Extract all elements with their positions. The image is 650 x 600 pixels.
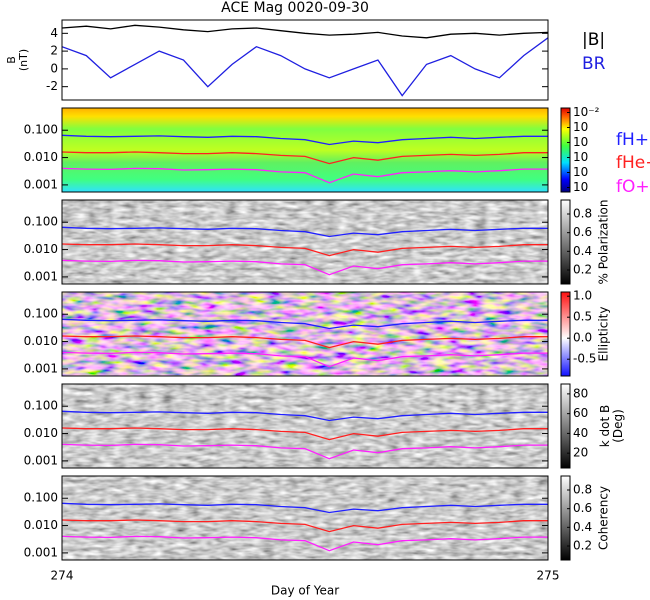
series-line [62, 535, 548, 552]
spectrogram-background [62, 200, 548, 284]
colorbar [560, 291, 571, 377]
y-tick-label: 4 [50, 26, 58, 40]
colorbar-tick-label: 1.0 [573, 289, 592, 303]
colorbar-tick-label: 0.8 [573, 207, 592, 221]
series-line [62, 427, 548, 441]
series-line [62, 37, 548, 97]
y-tick-label: 0.010 [24, 242, 58, 256]
legend-label: fH+ [616, 130, 649, 150]
colorbar-tick-label: 10 [573, 135, 588, 149]
colorbar-tick-label: 0.0 [573, 331, 592, 345]
y-tick-label: 0.010 [24, 426, 58, 440]
y-tick-label: 2 [50, 44, 58, 58]
x-tick-label: 274 [51, 569, 74, 583]
y-tick-label: 0.100 [24, 123, 58, 137]
y-tick-label: 0.001 [24, 545, 58, 559]
y-tick-label: 0.100 [24, 215, 58, 229]
series-line [62, 226, 548, 238]
colorbar-tick-label: 0.6 [573, 501, 592, 515]
colorbar [560, 383, 571, 469]
x-axis-label: Day of Year [271, 584, 339, 598]
series-line [62, 502, 548, 514]
colorbar-tick-label: 0.4 [573, 520, 592, 534]
legend-label: fO+ [616, 177, 650, 197]
series-line [62, 167, 548, 184]
y-tick-label: 0.010 [24, 518, 58, 532]
colorbar-tick-label: 0.2 [573, 539, 592, 553]
series-line [62, 410, 548, 422]
colorbar-label: Coherency [597, 486, 611, 550]
colorbar-label: % Polarization [597, 200, 611, 285]
colorbar [560, 107, 571, 193]
colorbar-tick-label: 10 [573, 150, 588, 164]
legend-label: BR [582, 54, 606, 74]
panel-frame [61, 107, 549, 193]
colorbar-tick-label: 0.2 [573, 263, 592, 277]
series-line [62, 243, 548, 257]
colorbar-tick-label: -0.5 [573, 352, 596, 366]
colorbar-tick-label: 10 [573, 180, 588, 194]
series-line [62, 519, 548, 533]
colorbar-label: (Deg) [611, 409, 625, 443]
colorbar-tick-label: 10 [573, 165, 588, 179]
colorbar-tick-label: 0.8 [573, 483, 592, 497]
colorbar-tick-label: 80 [573, 386, 588, 400]
colorbar-tick-label: 40 [573, 426, 588, 440]
y-tick-label: 0.010 [24, 334, 58, 348]
colorbar-tick-label: 60 [573, 406, 588, 420]
panel-frame [61, 383, 549, 469]
colorbar [560, 475, 571, 561]
y-axis-label: (nT) [17, 49, 30, 71]
y-tick-label: 0.001 [24, 177, 58, 191]
colorbar-tick-label: 0.4 [573, 244, 592, 258]
series-line [62, 259, 548, 276]
colorbar-label: Ellipticity [597, 307, 611, 362]
colorbar-label: k dot B [598, 405, 612, 447]
legend-label: fHe+ [616, 153, 650, 173]
colorbar [560, 199, 571, 285]
panel-frame [61, 291, 549, 377]
y-tick-label: -2 [46, 79, 58, 93]
spectrogram-background [62, 108, 548, 192]
y-tick-label: 0.001 [24, 453, 58, 467]
colorbar-tick-label: 10 [573, 120, 588, 134]
x-tick-label: 275 [537, 569, 560, 583]
series-line [62, 351, 548, 368]
chart-title: ACE Mag 0020-09-30 [221, 0, 369, 16]
colorbar-tick-label: 0.5 [573, 310, 592, 324]
panel-frame [61, 475, 549, 561]
y-tick-label: 0.100 [24, 307, 58, 321]
series-line [62, 134, 548, 146]
y-tick-label: 0.100 [24, 399, 58, 413]
series-line [62, 443, 548, 460]
y-tick-label: 0.010 [24, 150, 58, 164]
y-tick-label: 0.100 [24, 491, 58, 505]
y-tick-label: 0.001 [24, 269, 58, 283]
series-line [62, 318, 548, 330]
colorbar-tick-label: 0.6 [573, 225, 592, 239]
colorbar-tick-label: 10⁻² [573, 105, 600, 119]
y-tick-label: 0 [50, 61, 58, 75]
panel-frame [61, 199, 549, 285]
legend-label: |B| [582, 30, 605, 50]
spectrogram-background [62, 292, 548, 376]
y-tick-label: 0.001 [24, 361, 58, 375]
series-line [62, 335, 548, 349]
colorbar-tick-label: 20 [573, 446, 588, 460]
spectrogram-background [62, 476, 548, 560]
series-line [62, 151, 548, 165]
panel-frame [61, 19, 549, 101]
series-line [62, 24, 548, 39]
y-axis-label: B [5, 56, 18, 64]
spectrogram-background [62, 384, 548, 468]
